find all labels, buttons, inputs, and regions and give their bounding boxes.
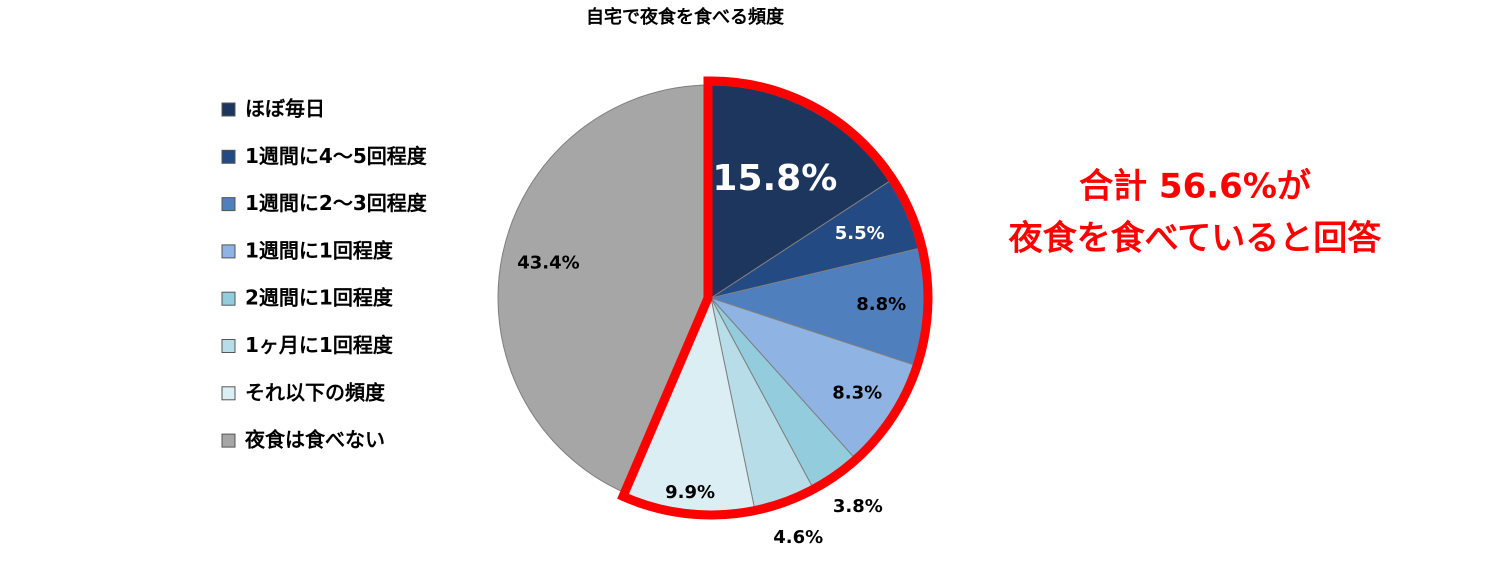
legend-label: 夜食は食べない [244,428,385,452]
data-label: 3.8% [833,496,883,517]
legend-label: ほぼ毎日 [245,97,325,121]
legend-swatch [221,433,236,448]
chart-title: 自宅で夜食を食べる頻度 [586,6,785,28]
data-label: 9.9% [665,482,715,503]
legend-swatch [221,386,236,401]
pie-slice [497,84,712,494]
legend-label: 1週間に2～3回程度 [245,191,428,215]
legend-swatch [221,197,236,212]
legend-swatch [221,291,236,306]
legend-swatch [221,244,236,259]
legend-swatch [221,102,236,117]
legend-swatch [221,339,236,353]
legend-label: 1週間に4～5回程度 [245,144,428,168]
data-label: 43.4% [517,253,579,274]
legend-label: それ以下の頻度 [245,380,386,404]
data-label: 4.6% [773,527,823,548]
annotation: 合計 56.6%が [1079,167,1311,207]
legend-label: 1ヶ月に1回程度 [245,333,394,357]
legend-label: 2週間に1回程度 [245,286,394,310]
data-label: 5.5% [835,223,885,244]
highlight-outline [617,76,933,520]
annotation: 夜食を食べていると回答 [1008,219,1383,259]
legend-label: 1週間に1回程度 [245,238,394,262]
data-label: 8.3% [832,383,882,404]
data-label: 8.8% [856,294,906,315]
legend-swatch [221,149,236,164]
data-label: 15.8% [712,158,837,199]
